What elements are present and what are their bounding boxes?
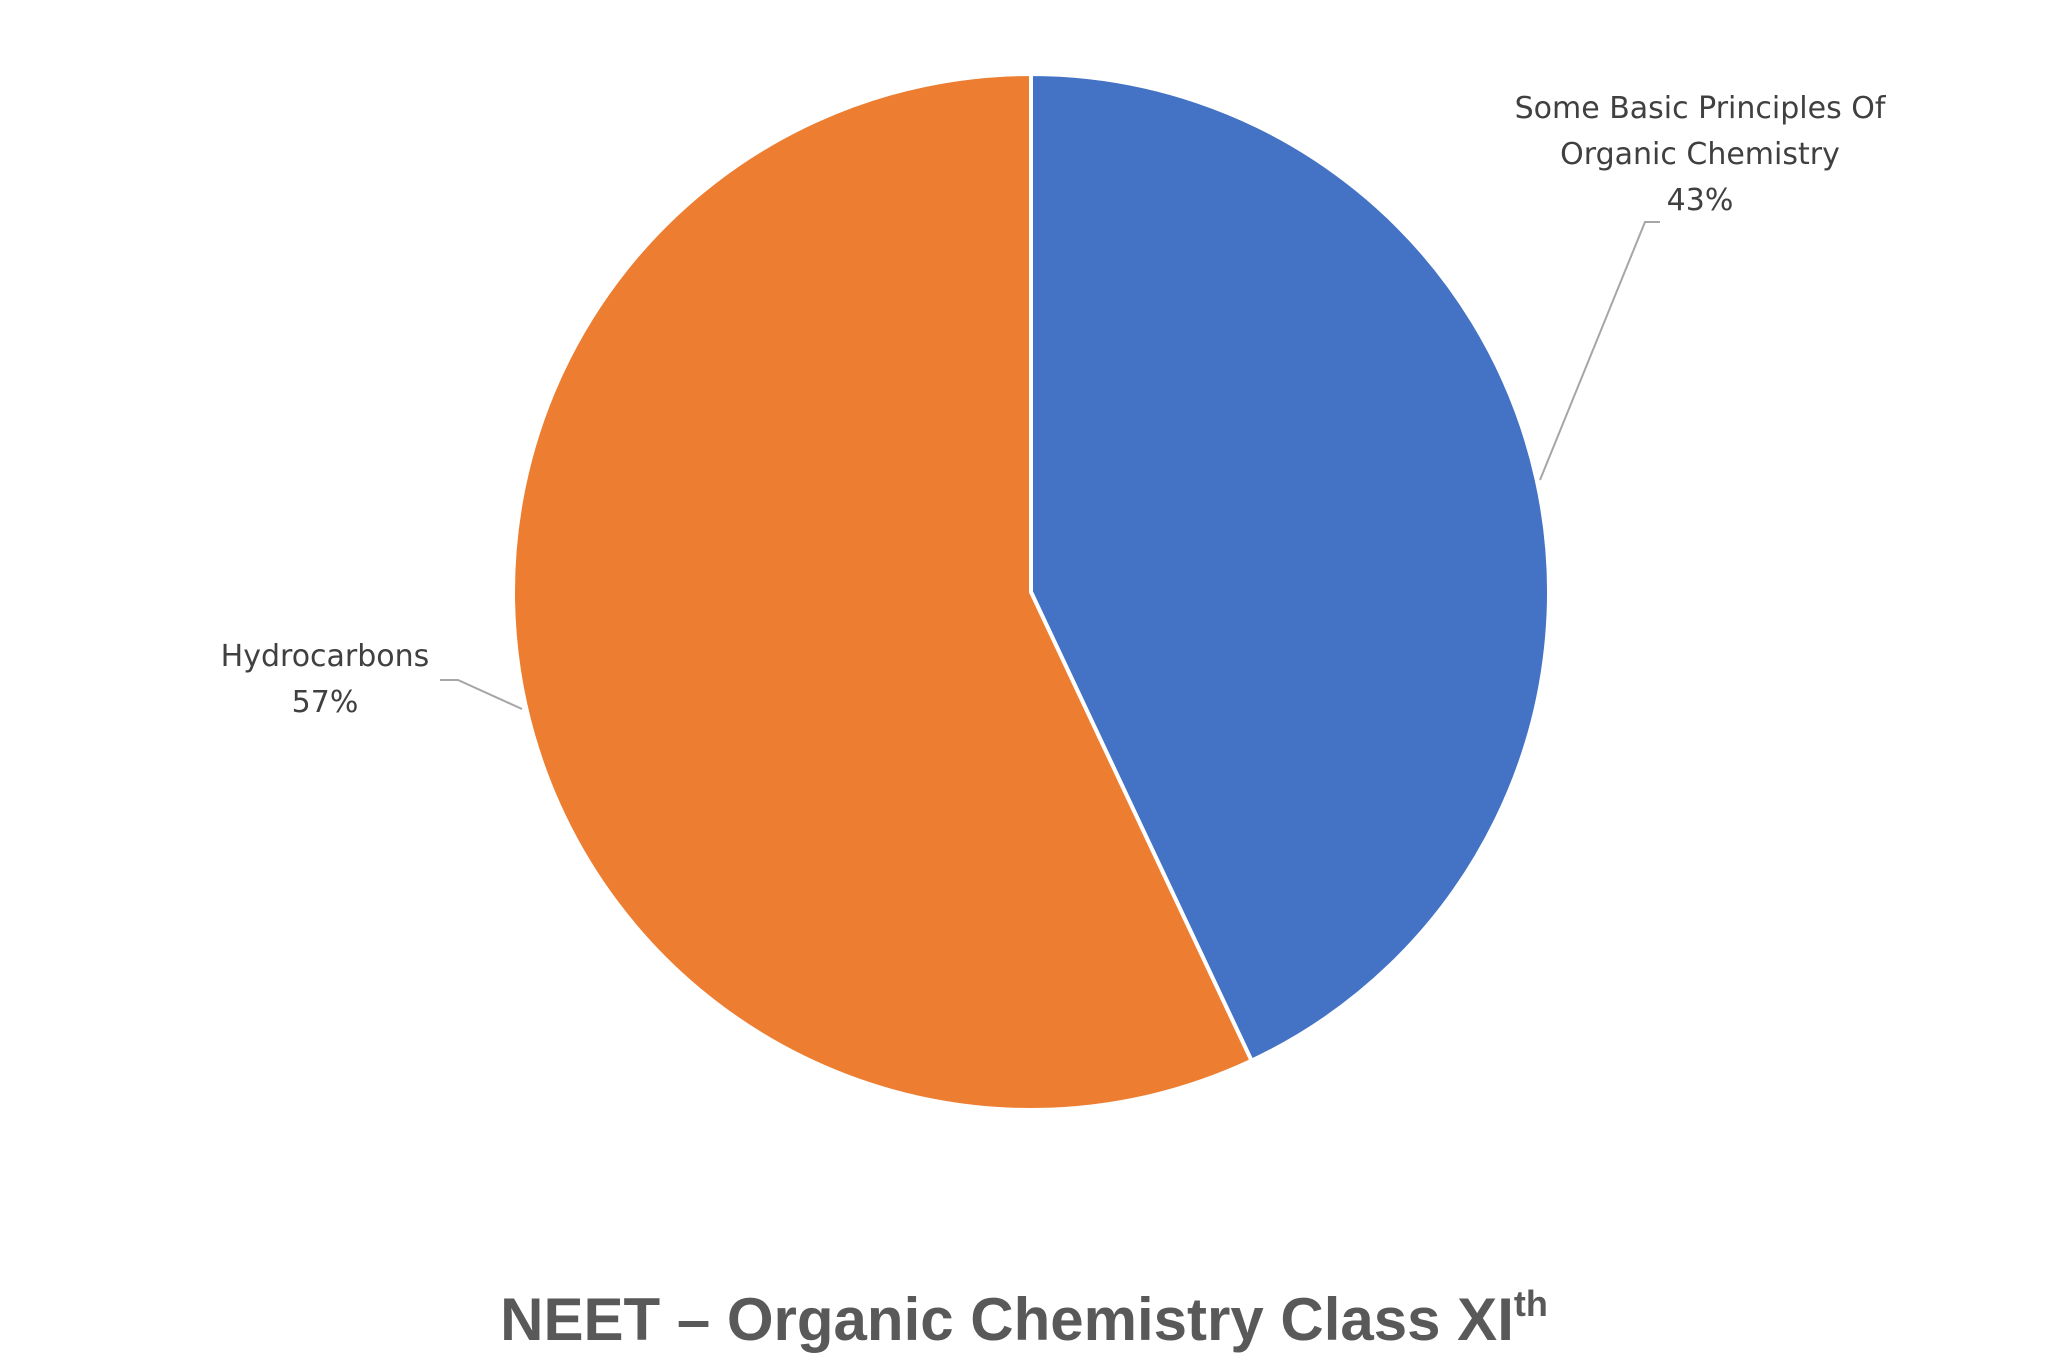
data-labels: Some Basic Principles Of Organic Chemistr… [221, 91, 1887, 720]
data-label-1: Some Basic Principles Of Organic Chemistr… [1515, 91, 1887, 218]
chart-title: NEET – Organic Chemistry Class XIth [500, 1283, 1548, 1353]
data-label-value: 43% [1667, 183, 1734, 218]
pie-slices [510, 72, 1551, 1112]
data-label-2: Hydrocarbons 57% [221, 639, 430, 720]
data-label-name: Organic Chemistry [1560, 137, 1840, 172]
leader-line-2 [440, 679, 523, 710]
chart-title-text: NEET – Organic Chemistry Class XI [500, 1286, 1514, 1353]
chart-title-superscript: th [1514, 1283, 1548, 1324]
data-label-value: 57% [292, 685, 359, 720]
pie-slice-1 [1029, 72, 1551, 1063]
leader-lines [440, 221, 1660, 710]
pie-slice-2 [510, 72, 1254, 1112]
data-label-name: Hydrocarbons [221, 639, 430, 674]
leader-line-1 [1539, 221, 1660, 481]
data-label-name: Some Basic Principles Of [1515, 91, 1887, 126]
